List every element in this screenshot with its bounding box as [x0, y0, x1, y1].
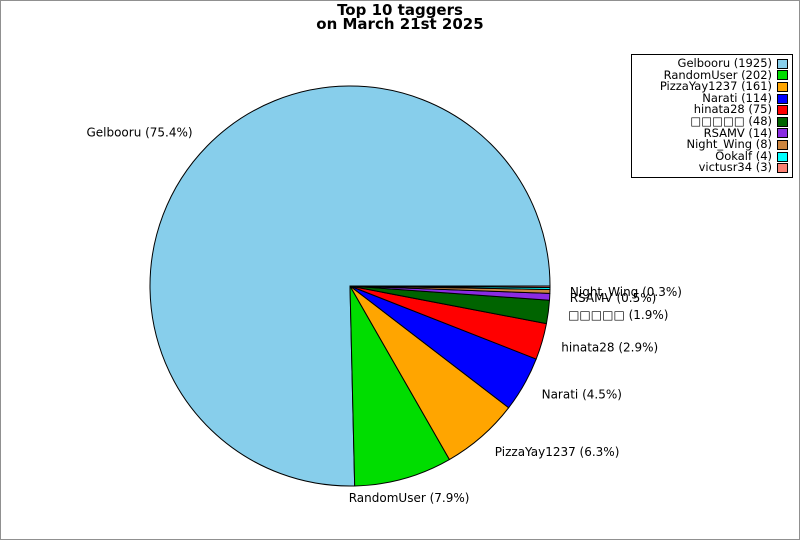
pie-slice-victusr34	[349, 285, 551, 288]
pie-label-RSAMV: RSAMV (0.5%)	[570, 291, 657, 305]
legend-label: hinata28 (75)	[693, 102, 772, 117]
legend-swatch	[777, 163, 788, 174]
legend-label: RandomUser (202)	[663, 67, 772, 82]
legend-item-victusr34: victusr34 (3)	[635, 162, 788, 174]
chart-title-line1: Top 10 taggers	[337, 1, 463, 19]
legend: Gelbooru (1925) RandomUser (202) PizzaYay1…	[631, 54, 793, 178]
chart-title-line2: on March 21st 2025	[316, 15, 484, 33]
legend-swatch	[777, 93, 788, 104]
legend-swatch	[777, 81, 788, 92]
legend-swatch	[777, 151, 788, 162]
legend-swatch	[777, 128, 788, 139]
pie-label-Gelbooru: Gelbooru (75.4%)	[86, 126, 192, 140]
legend-item-Gelbooru: Gelbooru (1925)	[635, 56, 788, 70]
legend-item-RSAMV: RSAMV (14)	[635, 125, 788, 140]
legend-item-Narati: Narati (114)	[635, 90, 788, 105]
legend-label: Night_Wing (8)	[686, 137, 773, 152]
pie-slice-RandomUser	[349, 285, 450, 487]
legend-item-PizzaYay1237: PizzaYay1237 (161)	[635, 81, 788, 93]
legend-item-RandomUser: RandomUser (202)	[635, 67, 788, 82]
pie-label-PizzaYay1237: PizzaYay1237 (6.3%)	[495, 445, 620, 459]
pie-label-unknown-glyph-user: □□□□□ (1.9%)	[568, 308, 668, 322]
legend-label: Narati (114)	[702, 90, 772, 105]
pie-label-Narati: Narati (4.5%)	[542, 387, 622, 401]
legend-label: PizzaYay1237 (161)	[659, 79, 772, 94]
legend-item-hinata28: hinata28 (75)	[635, 104, 788, 116]
legend-item-unknown-glyph-user: □□□□□ (48)	[635, 113, 788, 128]
legend-swatch	[777, 70, 788, 81]
legend-label: Gelbooru (1925)	[677, 56, 772, 70]
legend-item-Night_Wing: Night_Wing (8)	[635, 139, 788, 151]
legend-swatch	[777, 116, 788, 127]
legend-label: RSAMV (14)	[703, 125, 772, 140]
pie-label-hinata28: hinata28 (2.9%)	[561, 340, 658, 354]
legend-swatch	[777, 105, 788, 116]
legend-label: Ookalf (4)	[715, 148, 772, 163]
legend-swatch	[777, 139, 788, 150]
chart-title: Top 10 taggers on March 21st 2025	[1, 1, 799, 33]
legend-label: □□□□□ (48)	[690, 113, 772, 128]
pie-label-Night_Wing: Night_Wing (0.3%)	[570, 285, 682, 299]
legend-swatch	[777, 58, 788, 69]
legend-label: victusr34 (3)	[698, 160, 772, 175]
legend-item-Ookalf: Ookalf (4)	[635, 148, 788, 163]
pie-label-RandomUser: RandomUser (7.9%)	[349, 491, 470, 505]
